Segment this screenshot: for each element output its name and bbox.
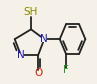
FancyBboxPatch shape xyxy=(41,37,47,42)
Text: N: N xyxy=(40,34,48,44)
FancyBboxPatch shape xyxy=(18,53,24,58)
Text: N: N xyxy=(17,50,25,60)
FancyBboxPatch shape xyxy=(35,71,41,76)
FancyBboxPatch shape xyxy=(27,10,35,15)
Text: O: O xyxy=(34,68,42,78)
Text: SH: SH xyxy=(24,7,38,17)
Text: F: F xyxy=(63,65,69,75)
FancyBboxPatch shape xyxy=(64,68,68,73)
